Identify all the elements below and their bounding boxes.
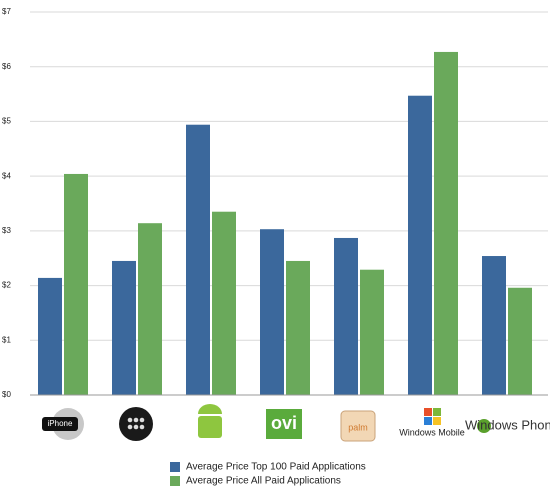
- logo-shape: [340, 410, 376, 442]
- logo-shape: [119, 407, 153, 441]
- bar: [186, 124, 210, 395]
- legend-swatch: [170, 476, 180, 486]
- y-tick-label: $2: [2, 281, 11, 290]
- y-tick-label: $0: [2, 390, 11, 399]
- logo-shape: [139, 417, 145, 423]
- bar: [212, 211, 236, 395]
- bar: [482, 256, 506, 395]
- y-tick-label: $7: [2, 7, 11, 16]
- logo-shape: [266, 409, 302, 439]
- bar: [360, 269, 384, 395]
- logo-shape: [133, 424, 139, 430]
- bar: [260, 229, 284, 395]
- bar: [408, 95, 432, 395]
- legend-swatch: [170, 462, 180, 472]
- logo-shape: [424, 417, 432, 425]
- bar: [334, 237, 358, 395]
- logo-shape: [198, 416, 222, 438]
- logo-shape: [139, 424, 145, 430]
- category-label: Windows Phone: [465, 417, 550, 432]
- category-label: ovi: [271, 413, 297, 433]
- bar: [434, 51, 458, 395]
- category-label: iPhone: [48, 419, 73, 428]
- logo-shape: [477, 419, 491, 433]
- y-tick-label: $6: [2, 62, 11, 71]
- bar: [38, 277, 62, 395]
- legend-label: Average Price Top 100 Paid Applications: [186, 462, 366, 473]
- bar: [64, 173, 88, 395]
- category-label: palm: [348, 422, 368, 432]
- bar: [138, 223, 162, 395]
- logo-shape: [198, 404, 222, 414]
- y-tick-label: $1: [2, 335, 11, 344]
- logo-shape: [133, 417, 139, 423]
- logo-shape: [433, 408, 441, 416]
- logo-shape: [127, 424, 133, 430]
- y-tick-label: $4: [2, 171, 11, 180]
- y-tick-label: $3: [2, 226, 11, 235]
- logo-shape: [127, 417, 133, 423]
- y-tick-label: $5: [2, 117, 11, 126]
- logo-shape: [42, 417, 78, 431]
- category-label: Windows Mobile: [399, 427, 465, 437]
- logo-shape: [424, 408, 432, 416]
- logo-shape: [433, 417, 441, 425]
- bar: [286, 260, 310, 395]
- bar: [112, 260, 136, 395]
- legend-label: Average Price All Paid Applications: [186, 476, 341, 487]
- bar: [508, 287, 532, 395]
